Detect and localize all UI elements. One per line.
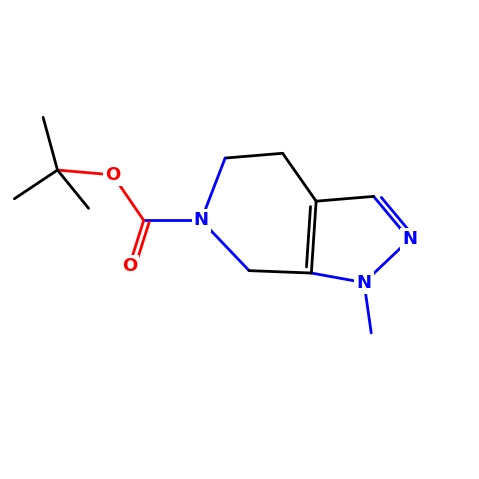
Text: N: N — [356, 274, 372, 292]
Text: O: O — [122, 257, 137, 275]
Text: N: N — [194, 211, 209, 229]
Text: N: N — [402, 230, 417, 249]
Text: O: O — [105, 166, 120, 184]
